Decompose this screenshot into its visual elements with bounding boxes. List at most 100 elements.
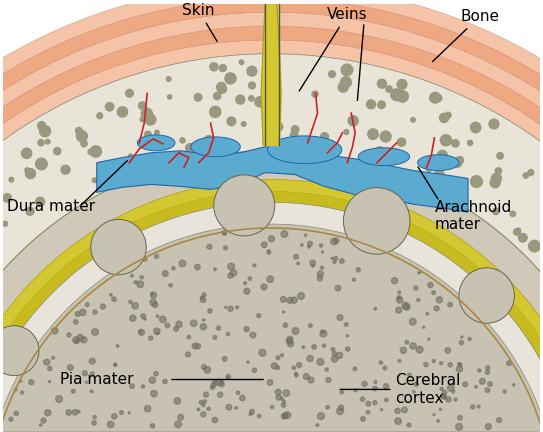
Circle shape (21, 391, 24, 394)
Circle shape (366, 401, 371, 406)
Circle shape (257, 414, 261, 418)
Circle shape (445, 348, 451, 353)
Circle shape (138, 329, 144, 335)
Circle shape (211, 383, 216, 388)
Circle shape (168, 95, 172, 99)
Circle shape (390, 149, 401, 160)
Circle shape (320, 133, 329, 140)
Circle shape (341, 64, 353, 76)
Circle shape (344, 323, 348, 326)
Circle shape (439, 408, 441, 410)
Circle shape (398, 359, 401, 362)
Circle shape (523, 173, 528, 178)
Circle shape (288, 341, 294, 347)
Circle shape (448, 183, 457, 192)
Circle shape (144, 318, 146, 320)
Circle shape (458, 362, 460, 365)
Circle shape (356, 268, 361, 272)
Ellipse shape (268, 136, 342, 164)
Circle shape (93, 416, 96, 419)
Circle shape (72, 410, 78, 415)
Circle shape (226, 375, 231, 379)
Circle shape (396, 307, 402, 313)
Circle shape (186, 352, 191, 357)
Circle shape (144, 405, 151, 412)
Circle shape (213, 336, 217, 339)
Circle shape (88, 149, 93, 155)
Circle shape (191, 320, 197, 327)
Circle shape (169, 283, 172, 287)
Circle shape (75, 339, 79, 343)
Circle shape (125, 89, 134, 97)
Circle shape (201, 365, 206, 369)
Circle shape (241, 121, 246, 126)
Circle shape (228, 273, 233, 278)
Circle shape (426, 312, 429, 315)
Circle shape (340, 77, 351, 88)
Polygon shape (0, 26, 543, 365)
Circle shape (334, 257, 338, 260)
Circle shape (253, 264, 256, 267)
Circle shape (228, 306, 233, 311)
Circle shape (235, 407, 237, 410)
Circle shape (432, 359, 435, 362)
Circle shape (261, 242, 267, 248)
Circle shape (405, 340, 409, 344)
Circle shape (372, 386, 377, 391)
Circle shape (331, 257, 333, 260)
Polygon shape (0, 12, 543, 361)
Circle shape (176, 152, 181, 156)
Circle shape (396, 297, 403, 303)
Circle shape (320, 330, 327, 337)
Circle shape (157, 332, 159, 334)
Circle shape (200, 297, 206, 302)
Circle shape (201, 412, 206, 417)
Circle shape (384, 398, 388, 402)
Circle shape (166, 77, 171, 81)
Circle shape (361, 397, 365, 401)
Circle shape (90, 146, 102, 157)
Circle shape (367, 100, 375, 109)
Circle shape (20, 380, 22, 382)
Circle shape (244, 282, 247, 285)
Circle shape (337, 352, 343, 359)
Circle shape (257, 314, 261, 318)
Circle shape (435, 95, 442, 102)
Circle shape (281, 354, 283, 356)
Circle shape (92, 178, 97, 183)
Circle shape (479, 378, 485, 384)
Circle shape (26, 207, 34, 215)
Circle shape (391, 89, 402, 101)
Circle shape (236, 306, 238, 309)
Circle shape (267, 251, 271, 254)
Circle shape (105, 102, 113, 111)
Circle shape (471, 405, 475, 409)
Circle shape (79, 309, 86, 316)
Circle shape (45, 410, 51, 416)
Circle shape (139, 330, 142, 333)
Circle shape (67, 333, 71, 337)
Circle shape (226, 332, 230, 336)
Polygon shape (265, 4, 279, 145)
Circle shape (81, 337, 87, 343)
Circle shape (73, 320, 78, 324)
Circle shape (200, 296, 204, 299)
Circle shape (153, 302, 158, 308)
Circle shape (468, 140, 472, 146)
Circle shape (150, 292, 153, 295)
Circle shape (52, 356, 54, 359)
Circle shape (362, 381, 367, 387)
Circle shape (187, 335, 191, 339)
Circle shape (339, 259, 344, 264)
Circle shape (207, 245, 212, 249)
Circle shape (3, 194, 11, 202)
Circle shape (36, 197, 45, 206)
Circle shape (155, 254, 159, 258)
Polygon shape (0, 180, 543, 432)
Circle shape (144, 131, 151, 138)
Circle shape (516, 228, 521, 233)
Circle shape (250, 410, 254, 414)
Circle shape (485, 370, 490, 375)
Circle shape (413, 391, 415, 393)
Circle shape (294, 372, 297, 375)
